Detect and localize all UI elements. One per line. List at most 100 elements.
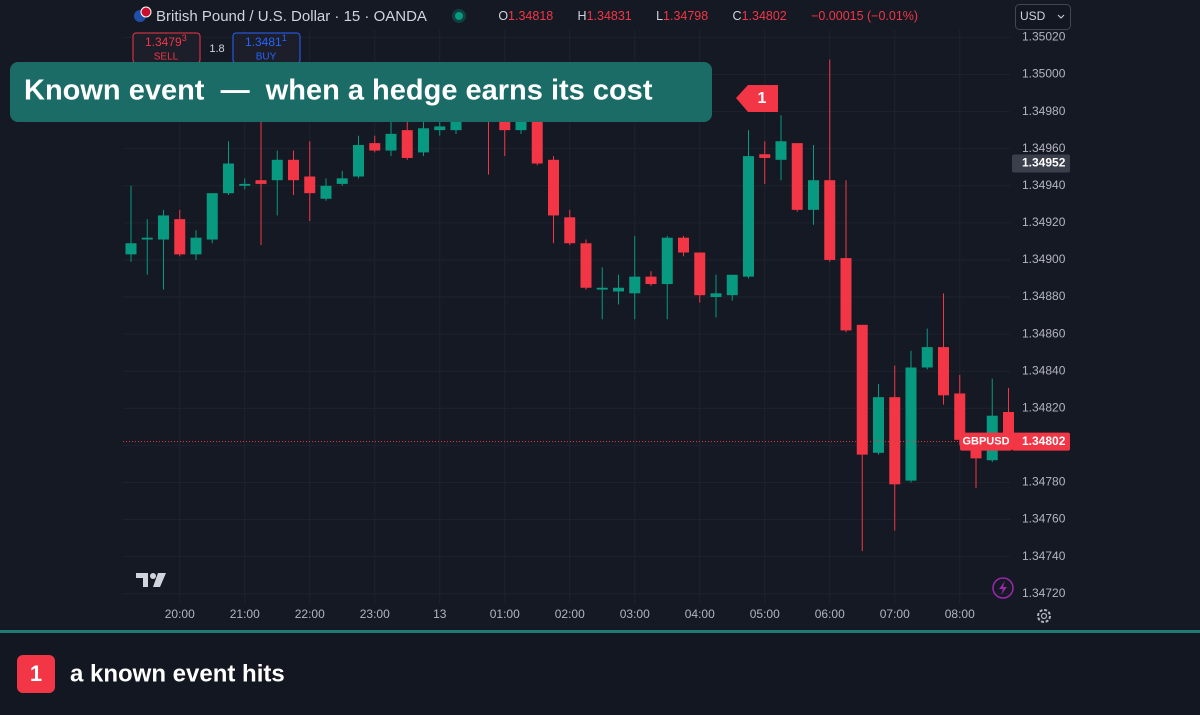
gear[interactable]: [1037, 609, 1051, 623]
candle-body: [223, 163, 234, 194]
flag-icon: [140, 6, 152, 18]
candle-body: [694, 252, 706, 296]
price-axis: 1.347201.347401.347601.347801.348001.348…: [165, 30, 1070, 621]
candle-body: [271, 159, 283, 181]
sell-price-main[interactable]: 1.3479: [145, 35, 182, 49]
symbol-title[interactable]: British Pound / U.S. Dollar · 15 · OANDA: [156, 8, 427, 25]
marker-flag[interactable]: [736, 85, 778, 112]
footer: [0, 632, 1200, 715]
sell-label[interactable]: SELL: [154, 52, 179, 63]
candle-body: [190, 237, 202, 255]
ohlc-value: 1.34798: [663, 9, 708, 23]
candle-body: [499, 119, 511, 131]
candle-body: [288, 159, 299, 181]
candle-body: [629, 276, 641, 294]
symbol-tag-label: GBPUSD: [962, 436, 1009, 448]
y-tick-label: 1.34720: [1022, 586, 1066, 600]
x-tick-label: 20:00: [165, 607, 195, 621]
candle-body: [304, 176, 316, 194]
candle-body: [255, 180, 267, 184]
settings-button[interactable]: [1037, 609, 1051, 623]
candle-body: [856, 324, 868, 455]
sell-price[interactable]: 1.34793: [145, 33, 187, 49]
candle-body: [158, 215, 169, 240]
candle-body: [791, 143, 803, 210]
buy-price-pip[interactable]: 1: [282, 33, 287, 43]
lightning-button[interactable]: [992, 577, 1014, 599]
x-tick-label: 02:00: [555, 607, 585, 621]
candle-body: [385, 133, 397, 151]
banner: Known event — when a hedge earns its cos…: [10, 62, 712, 122]
ohlc-key: L: [656, 9, 663, 23]
buy-price-main[interactable]: 1.3481: [245, 35, 282, 49]
banner-text: Known event — when a hedge earns its cos…: [24, 75, 653, 107]
candle-body: [206, 193, 218, 240]
buy-label[interactable]: BUY: [256, 52, 277, 63]
status-dot: [455, 12, 463, 20]
y-tick-label: 1.34880: [1022, 289, 1066, 303]
currency-select[interactable]: USD: [1015, 4, 1071, 30]
y-tick-label: 1.34980: [1022, 104, 1066, 118]
candle-body: [418, 128, 429, 153]
candle-body: [1003, 412, 1014, 442]
candle-body: [596, 287, 608, 290]
last-price-tag: [1012, 432, 1070, 451]
x-tick-label: 23:00: [360, 607, 390, 621]
last-price-label: 1.34802: [1022, 434, 1066, 448]
y-tick-label: 1.34900: [1022, 252, 1066, 266]
ohlc-key: C: [733, 9, 742, 23]
highlight-price-tag: [1012, 154, 1070, 173]
lightning-ring[interactable]: [992, 577, 1014, 599]
spread: 1.8: [209, 43, 224, 55]
y-tick-label: 1.34780: [1022, 475, 1066, 489]
x-tick-label: 07:00: [880, 607, 910, 621]
candle-body: [613, 287, 624, 292]
sell-price-pip[interactable]: 3: [182, 33, 187, 43]
x-tick-label: 03:00: [620, 607, 650, 621]
x-tick-label: 22:00: [295, 607, 325, 621]
footer-badge: [17, 655, 55, 693]
x-tick-label: 05:00: [750, 607, 780, 621]
candle-body: [905, 367, 917, 481]
candle-body: [661, 237, 673, 285]
candle-body: [938, 347, 949, 396]
candle-body: [125, 243, 137, 255]
ohlc-value: 1.34802: [742, 9, 787, 23]
y-tick-label: 1.34740: [1022, 549, 1066, 563]
candle-body: [580, 243, 592, 288]
logo-part: [153, 573, 166, 587]
event-marker[interactable]: 1: [736, 85, 778, 112]
candle-body: [840, 258, 852, 331]
ohlc-legend: O1.34818 H1.34831 L1.34798 C1.34802 −0.0…: [474, 9, 935, 23]
change: −0.00015 (−0.01%): [811, 9, 918, 23]
currency-label[interactable]: USD: [1020, 9, 1046, 23]
symbol-header: British Pound / U.S. Dollar · 15 · OANDA…: [134, 6, 935, 25]
x-tick-label: 13: [433, 607, 447, 621]
y-tick-label: 1.34840: [1022, 363, 1066, 377]
candle-body: [824, 180, 836, 260]
candle-body: [450, 120, 462, 131]
buy-button[interactable]: 1.34811 BUY: [232, 32, 301, 64]
x-tick-label: 06:00: [815, 607, 845, 621]
candle-body: [954, 393, 966, 440]
buy-price[interactable]: 1.34811: [245, 33, 287, 49]
candle-body: [239, 183, 251, 186]
chevron: [1057, 14, 1065, 19]
symbol-tag: [960, 432, 1012, 451]
y-tick-label: 1.34760: [1022, 512, 1066, 526]
candle-body: [775, 141, 787, 160]
candle-body: [759, 154, 771, 158]
x-tick-label: 21:00: [230, 607, 260, 621]
currency-box[interactable]: [1015, 4, 1071, 30]
marker-label[interactable]: 1: [758, 90, 767, 107]
candle-body: [515, 119, 527, 131]
sell-button[interactable]: 1.34793 SELL: [132, 32, 201, 64]
candle-body: [743, 156, 754, 277]
candle-body: [564, 217, 576, 244]
candle-body: [548, 159, 559, 216]
candle-body: [645, 276, 657, 285]
y-tick-label: 1.34860: [1022, 326, 1066, 340]
candle-body: [174, 219, 186, 255]
candle-body: [531, 119, 543, 164]
